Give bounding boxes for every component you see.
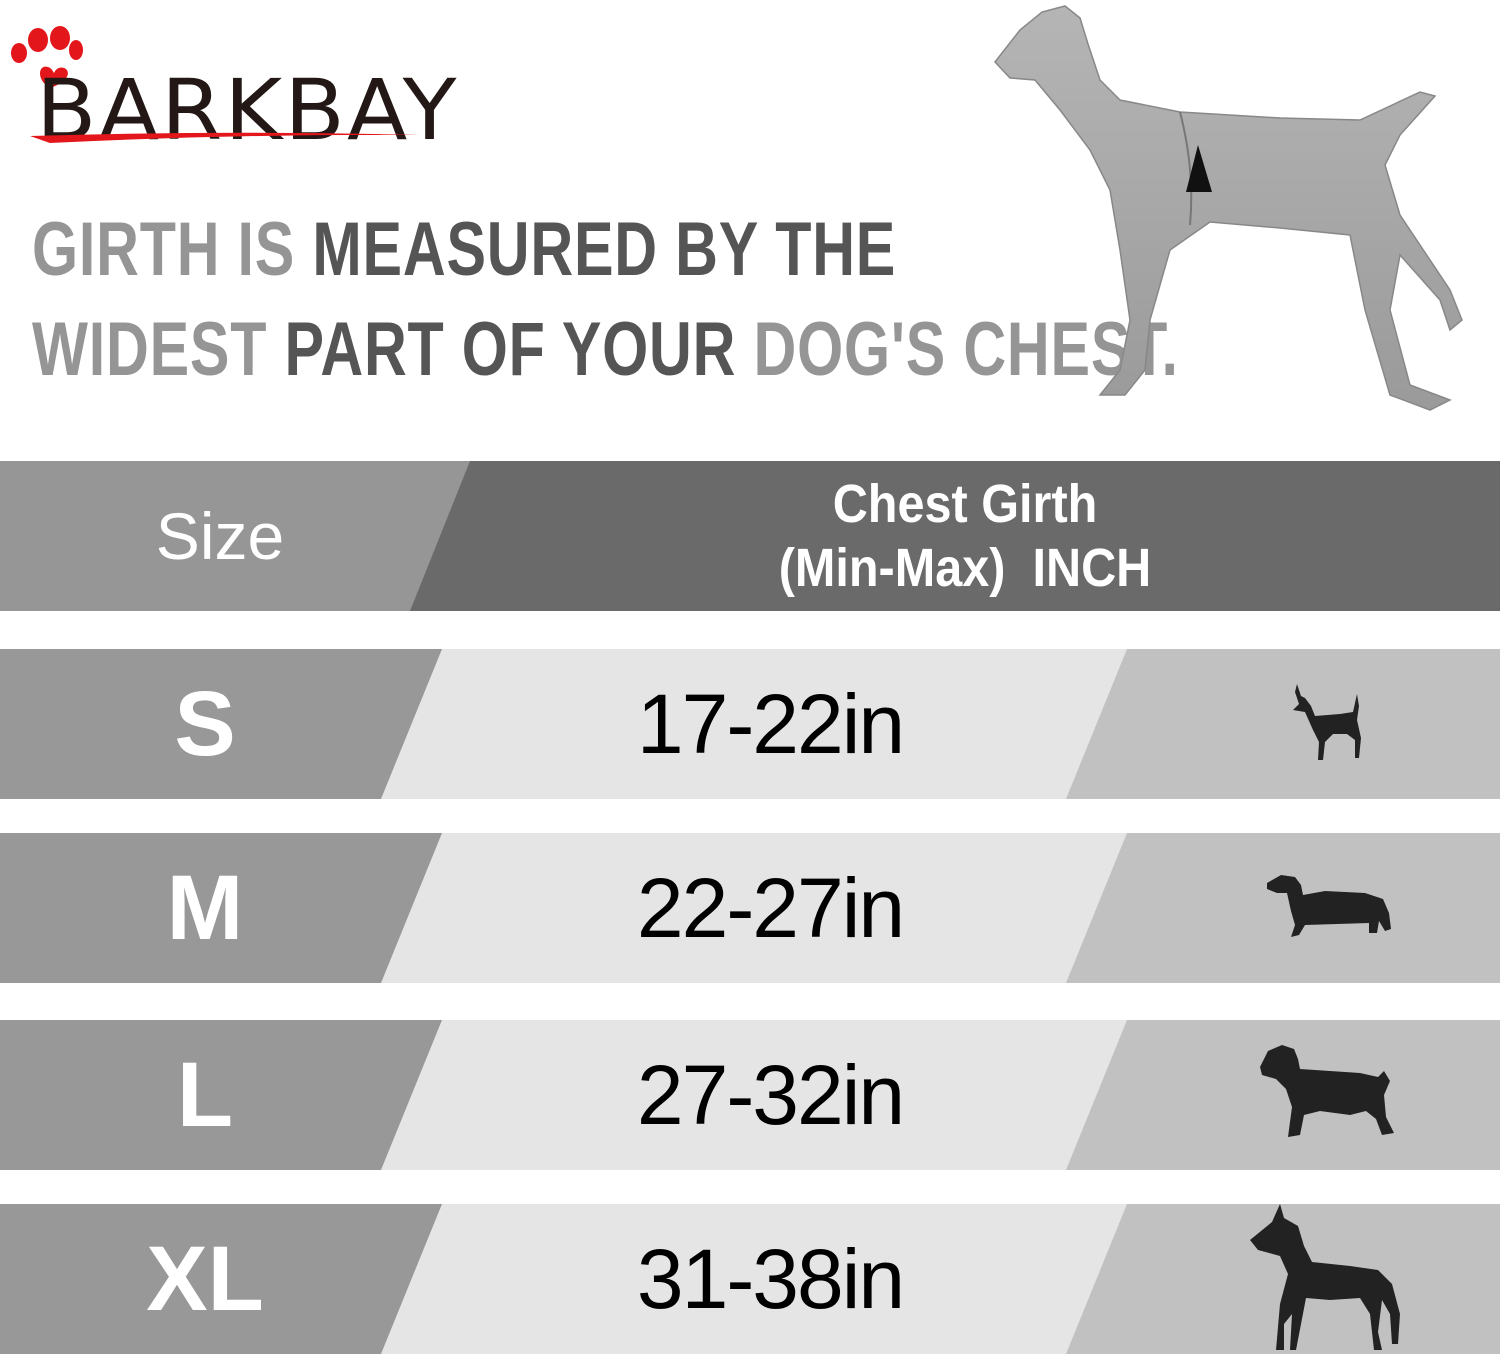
row-size-bg [0, 1020, 442, 1170]
size-row-xl: XL 31-38in [0, 1204, 1500, 1354]
row-dog-bg [1066, 833, 1500, 983]
table-header: Size Chest Girth (Min-Max) INCH [0, 461, 1500, 611]
size-row-m: M 22-27in [0, 833, 1500, 983]
headline-line-1: GIRTH IS MEASURED BY THE [32, 212, 896, 288]
row-size-bg [0, 1204, 442, 1354]
great-dane-icon [1160, 1204, 1500, 1354]
barkbay-logo: BARKBAY [8, 20, 456, 152]
dachshund-icon [1160, 833, 1500, 983]
row-dog-bg [1066, 1020, 1500, 1170]
girth-range: 17-22in [636, 676, 905, 771]
measuring-dog-illustration [994, 5, 1463, 411]
header-girth-line-2: (Min-Max) INCH [778, 538, 1152, 598]
row-size-bg [0, 833, 442, 983]
girth-range: 27-32in [636, 1047, 905, 1142]
size-row-s: S 17-22in [0, 649, 1500, 799]
headline-line-2: WIDEST PART OF YOUR DOG'S CHEST. [32, 312, 1179, 388]
size-label: XL [146, 1227, 264, 1330]
row-dog-bg [1066, 649, 1500, 799]
size-label: M [166, 856, 244, 959]
header-girth-line-1: Chest Girth [832, 474, 1098, 534]
headline-text: WIDEST [32, 307, 285, 392]
logo-underline [30, 132, 420, 143]
chihuahua-icon [1160, 649, 1500, 799]
labrador-icon [1160, 1020, 1500, 1170]
girth-range: 31-38in [636, 1231, 905, 1326]
girth-range: 22-27in [636, 860, 905, 955]
headline-text: DOG'S CHEST. [753, 307, 1179, 392]
headline-text: PART OF YOUR [284, 307, 754, 392]
size-label: L [176, 1043, 234, 1146]
paw-icon [11, 26, 83, 88]
header-girth: Chest Girth (Min-Max) INCH [560, 461, 1370, 611]
measure-marker-icon [1186, 145, 1212, 192]
header-size: Size [155, 499, 285, 573]
headline-text: MEASURED BY THE [312, 207, 897, 292]
row-size-bg [0, 649, 442, 799]
headline-text: GIRTH IS [32, 207, 313, 292]
header-girth-bg [410, 461, 1500, 611]
size-label: S [174, 672, 236, 775]
size-row-l: L 27-32in [0, 1020, 1500, 1170]
